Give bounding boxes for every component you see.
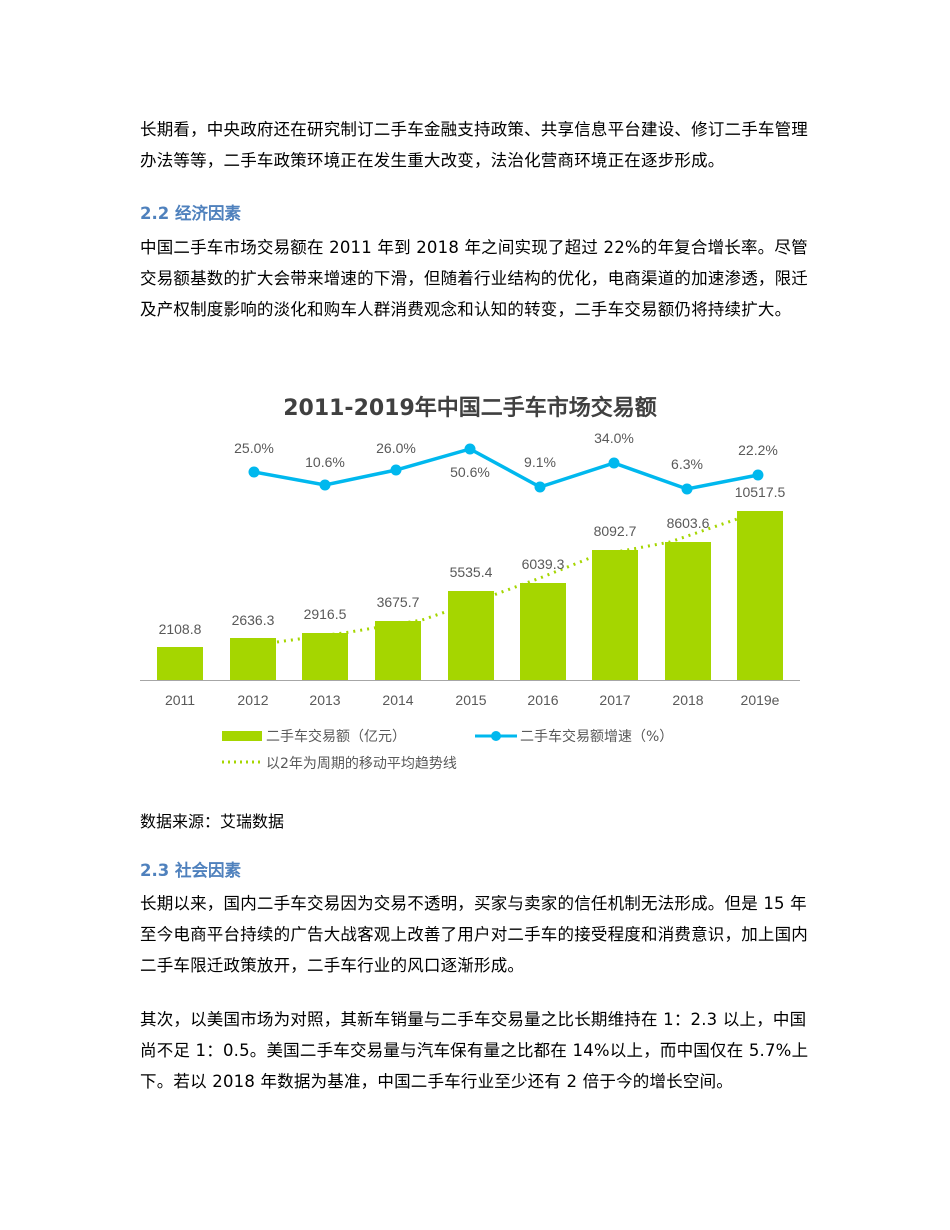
bar-2016 <box>520 583 566 680</box>
legend-trend-label: 以2年为周期的移动平均趋势线 <box>266 756 457 772</box>
growth-label: 6.3% <box>671 456 703 472</box>
bar-2014 <box>375 621 421 680</box>
bar-2017 <box>592 550 638 680</box>
chart-graphics <box>248 443 764 644</box>
bar-value-label: 3675.7 <box>376 594 420 610</box>
x-tick: 2017 <box>599 692 631 708</box>
x-axis <box>140 680 800 681</box>
growth-label: 50.6% <box>450 464 490 480</box>
x-tick: 2014 <box>382 692 414 708</box>
bar-2015 <box>448 591 494 680</box>
legend-line-swatch <box>475 731 517 741</box>
x-tick: 2013 <box>309 692 341 708</box>
paragraph-social: 长期以来，国内二手车交易因为交易不透明，买家与卖家的信任机制无法形成。但是 15… <box>140 894 808 975</box>
chart-title: 2011-2019年中国二手车市场交易额 <box>283 396 657 421</box>
transaction-chart: 2011-2019年中国二手车市场交易额 25.0% 10.6% 26.0% 5… <box>140 378 800 788</box>
paragraph-comparison: 其次，以美国市场为对照，其新车销量与二手车交易量之比长期维持在 1：2.3 以上… <box>140 1010 809 1091</box>
paragraph-economic: 中国二手车市场交易额在 2011 年到 2018 年之间实现了超过 22%的年复… <box>140 238 808 319</box>
legend-line-label: 二手车交易额增速（%） <box>520 729 674 745</box>
bar-value-label: 2916.5 <box>303 606 347 622</box>
bar-value-label: 6039.3 <box>521 556 565 572</box>
bar-2011 <box>157 647 203 680</box>
section-heading-economic: 2.2 经济因素 <box>140 204 241 223</box>
bar-2018 <box>665 542 711 680</box>
bar-value-label: 8603.6 <box>666 515 710 531</box>
bar-2012 <box>230 638 276 680</box>
x-tick: 2016 <box>527 692 559 708</box>
section-heading-social: 2.3 社会因素 <box>140 861 241 880</box>
paragraph-policy: 长期看，中央政府还在研究制订二手车金融支持政策、共享信息平台建设、修订二手车管理… <box>140 120 808 170</box>
data-source: 数据来源：艾瑞数据 <box>140 812 285 831</box>
bar-value-label: 10517.5 <box>734 484 786 500</box>
bar-value-label: 5535.4 <box>449 564 493 580</box>
growth-line <box>253 447 759 491</box>
growth-label: 34.0% <box>594 430 634 446</box>
bar-2013 <box>302 633 348 680</box>
trend-line <box>276 516 741 644</box>
x-tick: 2019e <box>740 692 780 708</box>
bar-value-label: 2636.3 <box>231 612 275 628</box>
x-tick: 2018 <box>672 692 704 708</box>
growth-label: 10.6% <box>305 454 345 470</box>
bar-value-label: 8092.7 <box>593 523 637 539</box>
legend-bar-swatch <box>222 731 262 741</box>
x-tick: 2011 <box>164 692 196 708</box>
growth-label: 9.1% <box>524 454 556 470</box>
x-tick: 2015 <box>455 692 487 708</box>
bar-value-label: 2108.8 <box>158 621 202 637</box>
growth-label: 22.2% <box>738 442 778 458</box>
legend-bar-label: 二手车交易额（亿元） <box>266 729 406 745</box>
legend-trend-swatch <box>222 760 262 764</box>
bar-2019e <box>737 511 783 680</box>
growth-label: 26.0% <box>376 440 416 456</box>
growth-label: 25.0% <box>234 440 274 456</box>
x-tick: 2012 <box>237 692 269 708</box>
